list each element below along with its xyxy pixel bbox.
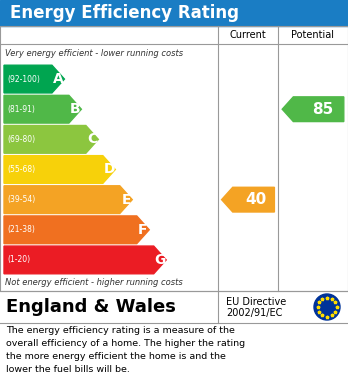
- Bar: [0, 0, 348, 26]
- Text: (81-91): (81-91): [7, 105, 35, 114]
- Text: (21-38): (21-38): [7, 225, 35, 234]
- Text: D: D: [103, 163, 115, 176]
- Text: (55-68): (55-68): [7, 165, 35, 174]
- Text: 2002/91/EC: 2002/91/EC: [226, 308, 282, 318]
- Text: (69-80): (69-80): [7, 135, 35, 144]
- Text: B: B: [70, 102, 80, 116]
- Polygon shape: [4, 126, 98, 153]
- Polygon shape: [4, 156, 115, 183]
- Text: 40: 40: [245, 192, 266, 207]
- Text: C: C: [87, 133, 97, 146]
- Polygon shape: [4, 246, 166, 274]
- Polygon shape: [4, 186, 132, 213]
- Text: England & Wales: England & Wales: [6, 298, 176, 316]
- Text: (92-100): (92-100): [7, 75, 40, 84]
- Polygon shape: [282, 97, 344, 122]
- Text: E: E: [121, 193, 131, 206]
- Bar: [0, 26, 348, 291]
- Text: (1-20): (1-20): [7, 255, 30, 264]
- Polygon shape: [4, 65, 64, 93]
- Text: 85: 85: [312, 102, 333, 117]
- Text: Potential: Potential: [292, 30, 334, 40]
- Text: F: F: [138, 223, 148, 237]
- Text: A: A: [53, 72, 64, 86]
- Polygon shape: [4, 95, 81, 123]
- Text: Energy Efficiency Rating: Energy Efficiency Rating: [10, 4, 239, 22]
- Text: The energy efficiency rating is a measure of the
overall efficiency of a home. T: The energy efficiency rating is a measur…: [6, 326, 245, 373]
- Circle shape: [314, 294, 340, 320]
- Text: EU Directive: EU Directive: [226, 297, 286, 307]
- Text: (39-54): (39-54): [7, 195, 35, 204]
- Text: Very energy efficient - lower running costs: Very energy efficient - lower running co…: [5, 49, 183, 58]
- Text: Current: Current: [230, 30, 266, 40]
- Polygon shape: [4, 216, 149, 244]
- Text: Not energy efficient - higher running costs: Not energy efficient - higher running co…: [5, 278, 183, 287]
- Text: G: G: [154, 253, 166, 267]
- Polygon shape: [222, 187, 275, 212]
